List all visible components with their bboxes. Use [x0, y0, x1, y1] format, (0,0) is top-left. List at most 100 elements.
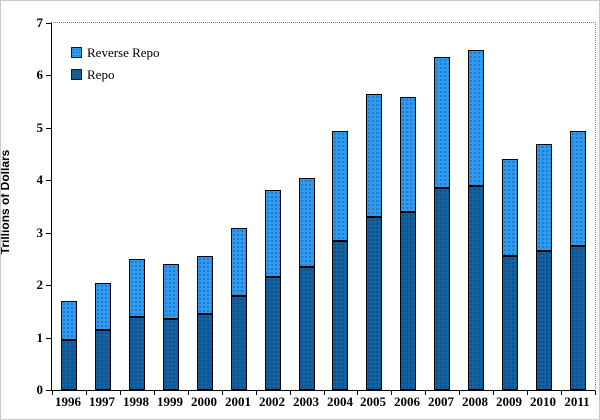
legend-swatch	[71, 47, 82, 58]
x-tick	[595, 391, 596, 395]
y-tick	[46, 390, 51, 391]
x-tick-label: 2011	[564, 394, 590, 409]
bar-2009	[502, 159, 518, 390]
legend-item-repo: Repo	[71, 68, 160, 81]
bar-1997	[95, 283, 111, 390]
segment-reverse-repo	[502, 159, 518, 256]
y-tick-label: 7	[36, 15, 44, 30]
bar-1999	[163, 264, 179, 390]
y-tick-label: 3	[36, 225, 44, 240]
segment-repo	[332, 241, 348, 390]
segment-repo	[95, 330, 111, 390]
x-tick-label: 2008	[462, 394, 488, 409]
y-tick	[46, 338, 51, 339]
segment-repo	[61, 340, 77, 390]
segment-reverse-repo	[400, 97, 416, 212]
bar-1996	[61, 301, 77, 390]
y-tick-label: 5	[36, 120, 44, 135]
x-tick	[527, 391, 528, 395]
x-tick	[324, 391, 325, 395]
y-axis-title: Trillions of Dollars	[0, 149, 12, 255]
segment-repo	[231, 296, 247, 390]
y-tick	[46, 75, 51, 76]
x-tick-label: 2007	[428, 394, 454, 409]
segment-reverse-repo	[366, 94, 382, 217]
segment-repo	[468, 186, 484, 390]
bar-2007	[434, 57, 450, 390]
y-tick-label: 2	[36, 277, 44, 292]
legend: Reverse Repo Repo	[71, 46, 160, 90]
x-tick	[52, 391, 53, 395]
y-tick	[46, 180, 51, 181]
y-tick	[46, 233, 51, 234]
legend-item-reverse-repo: Reverse Repo	[71, 46, 160, 59]
segment-repo	[265, 277, 281, 390]
x-tick-label: 2005	[360, 394, 386, 409]
bar-2008	[468, 50, 484, 390]
bar-2006	[400, 97, 416, 390]
bar-2003	[299, 178, 315, 390]
y-tick	[46, 23, 51, 24]
x-tick-label: 2003	[293, 394, 319, 409]
bar-2011	[570, 131, 586, 390]
legend-label: Repo	[87, 67, 115, 82]
x-tick	[290, 391, 291, 395]
bar-2002	[265, 190, 281, 390]
legend-label: Reverse Repo	[87, 45, 160, 60]
x-tick	[188, 391, 189, 395]
x-tick-label: 2009	[496, 394, 522, 409]
x-tick-label: 2002	[259, 394, 285, 409]
segment-repo	[366, 217, 382, 390]
segment-repo	[434, 188, 450, 390]
segment-repo	[536, 251, 552, 390]
segment-reverse-repo	[129, 259, 145, 317]
x-tick	[256, 391, 257, 395]
x-tick	[86, 391, 87, 395]
segment-reverse-repo	[197, 256, 213, 314]
segment-repo	[299, 267, 315, 390]
segment-reverse-repo	[231, 228, 247, 296]
segment-reverse-repo	[332, 131, 348, 241]
x-tick-label: 1999	[157, 394, 183, 409]
x-tick	[357, 391, 358, 395]
x-tick	[459, 391, 460, 395]
plot-area: Reverse Repo Repo	[46, 22, 596, 395]
bar-1998	[129, 259, 145, 390]
x-tick-label: 1996	[55, 394, 81, 409]
x-tick	[561, 391, 562, 395]
segment-reverse-repo	[468, 50, 484, 186]
bar-2000	[197, 256, 213, 390]
bar-2001	[231, 228, 247, 390]
segment-reverse-repo	[95, 283, 111, 330]
segment-reverse-repo	[61, 301, 77, 340]
segment-repo	[502, 256, 518, 390]
legend-swatch	[71, 69, 82, 80]
segment-reverse-repo	[299, 178, 315, 267]
x-tick-label: 1998	[123, 394, 149, 409]
segment-reverse-repo	[536, 144, 552, 251]
y-tick-label: 4	[36, 172, 44, 187]
segment-reverse-repo	[434, 57, 450, 188]
bar-2005	[366, 94, 382, 390]
x-tick-label: 2006	[394, 394, 420, 409]
y-tick-label: 1	[36, 330, 44, 345]
x-tick-label: 2001	[225, 394, 251, 409]
bar-2004	[332, 131, 348, 390]
segment-reverse-repo	[265, 190, 281, 277]
segment-reverse-repo	[570, 131, 586, 246]
segment-reverse-repo	[163, 264, 179, 319]
segment-repo	[163, 319, 179, 390]
y-tick-label: 6	[36, 67, 44, 82]
x-tick-label: 2004	[327, 394, 353, 409]
x-tick-label: 2010	[530, 394, 556, 409]
segment-repo	[400, 212, 416, 390]
x-tick	[120, 391, 121, 395]
x-tick	[222, 391, 223, 395]
segment-repo	[570, 246, 586, 390]
segment-repo	[197, 314, 213, 390]
bar-2010	[536, 144, 552, 390]
x-tick-label: 1997	[89, 394, 115, 409]
x-tick	[425, 391, 426, 395]
y-tick	[46, 285, 51, 286]
